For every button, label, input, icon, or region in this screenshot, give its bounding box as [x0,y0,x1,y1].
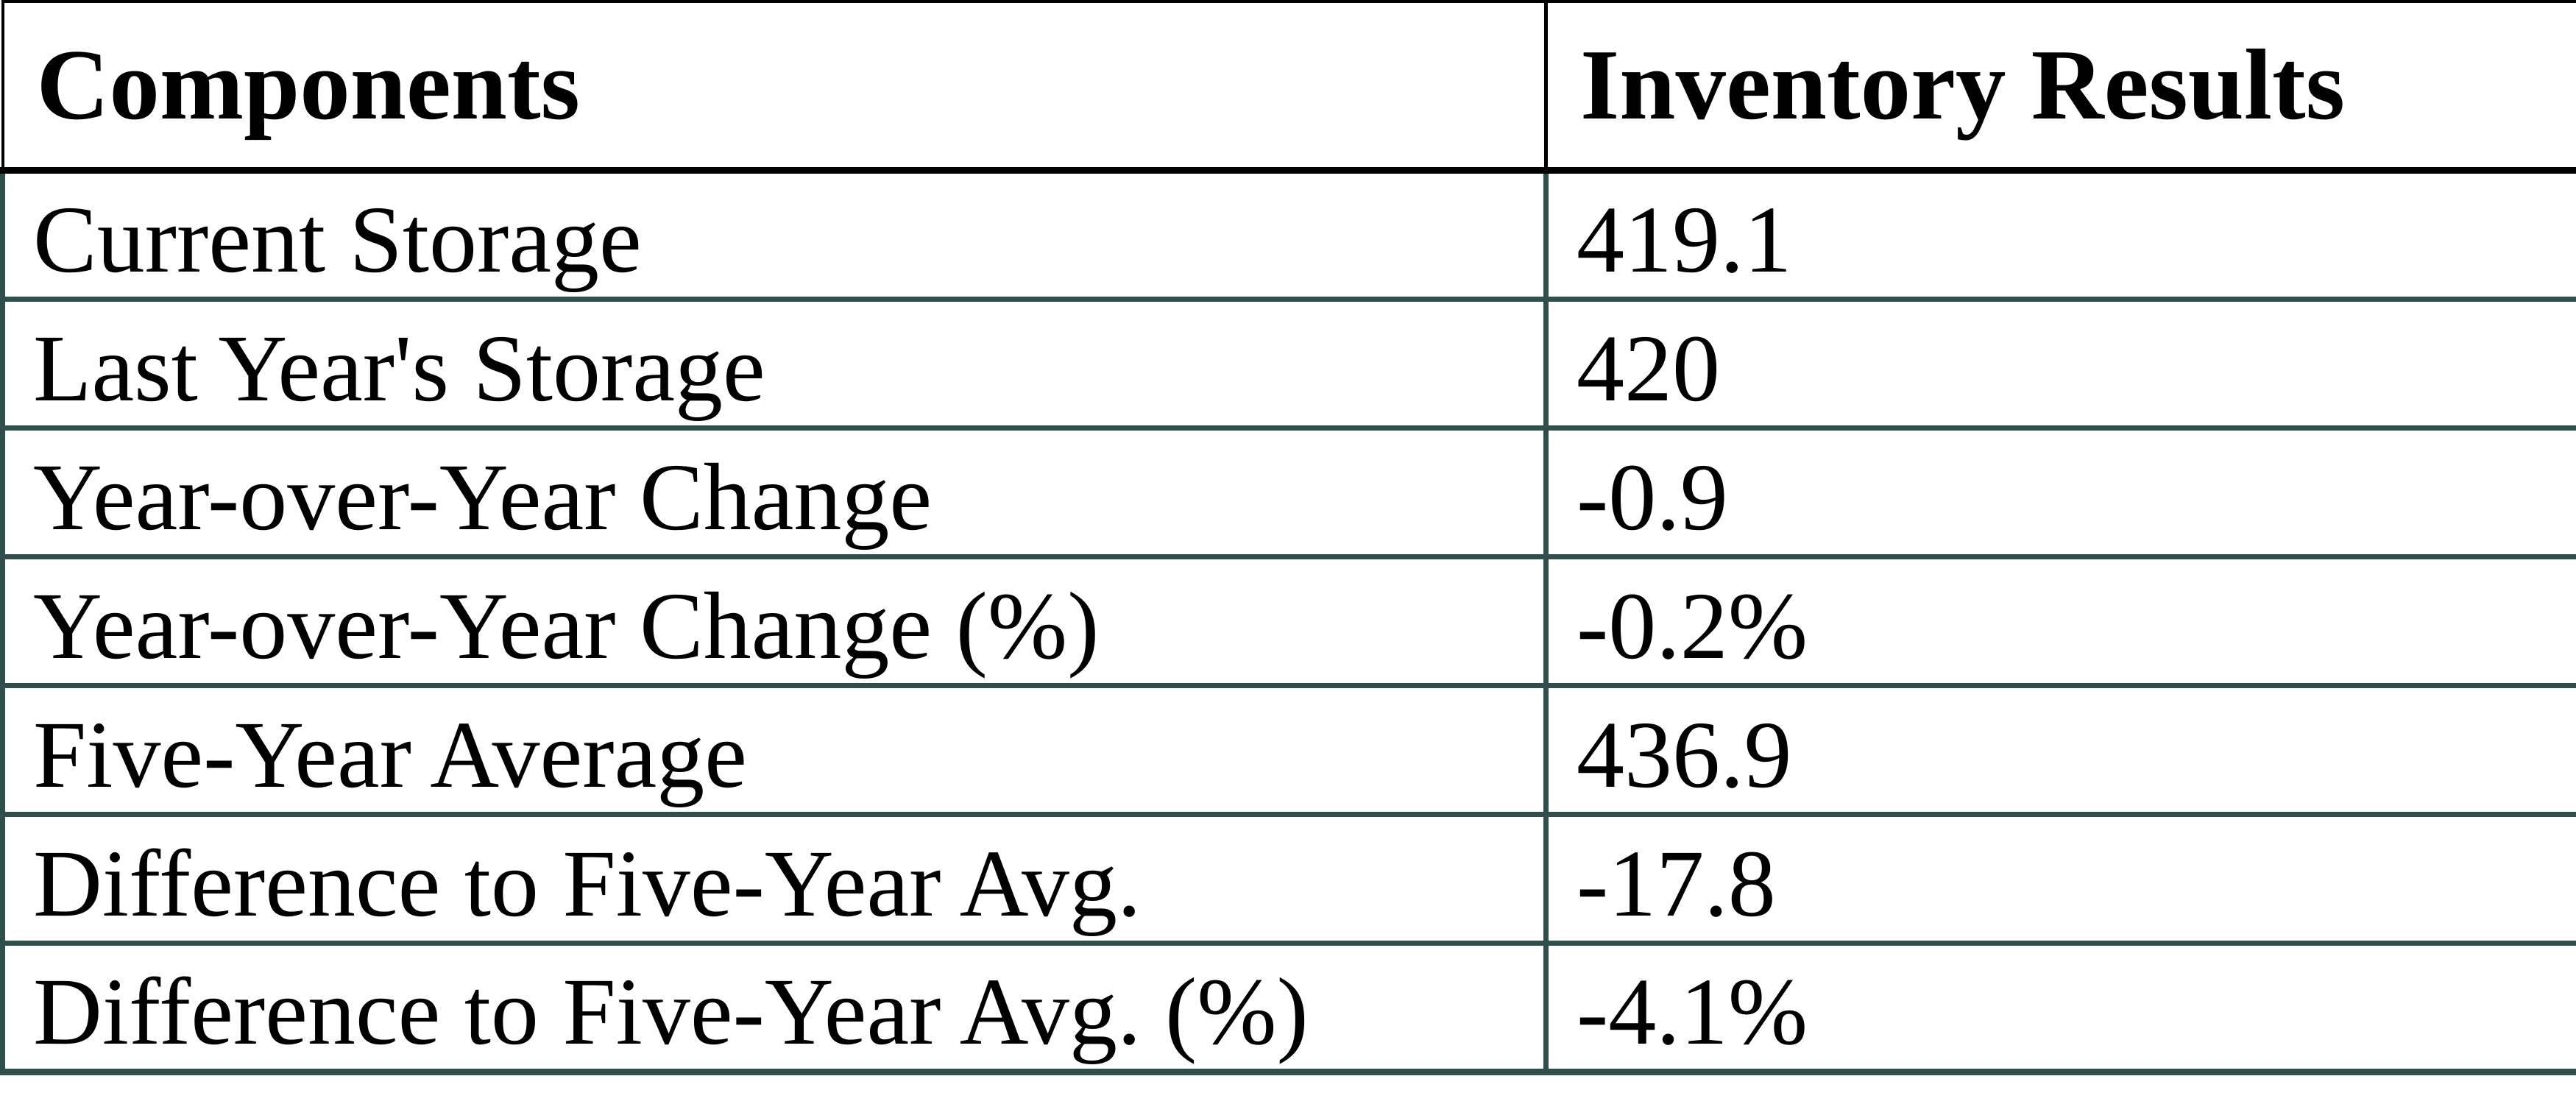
inventory-table: Components Inventory Results Current Sto… [0,0,2576,1075]
row-label-yoy-change: Year-over-Year Change [0,425,1549,559]
column-header-components: Components [1,0,1548,174]
table-row: Current Storage 419.1 [0,167,2576,302]
table-row: Year-over-Year Change (%) -0.2% [0,553,2576,688]
table-row: Year-over-Year Change -0.9 [0,425,2576,559]
row-label-diff-five-year-avg-pct: Difference to Five-Year Avg. (%) [0,940,1549,1075]
row-value-diff-five-year-avg: -17.8 [1543,811,2576,946]
row-value-last-years-storage: 420 [1543,296,2576,431]
row-label-five-year-average: Five-Year Average [0,682,1549,817]
row-value-diff-five-year-avg-pct: -4.1% [1543,940,2576,1075]
table-row: Last Year's Storage 420 [0,296,2576,431]
table-row: Difference to Five-Year Avg. -17.8 [0,811,2576,946]
row-value-yoy-change-pct: -0.2% [1543,553,2576,688]
row-value-five-year-average: 436.9 [1543,682,2576,817]
table-row: Difference to Five-Year Avg. (%) -4.1% [0,940,2576,1075]
row-label-current-storage: Current Storage [0,167,1549,302]
column-header-inventory-results: Inventory Results [1544,0,2576,174]
row-label-last-years-storage: Last Year's Storage [0,296,1549,431]
table-header-row: Components Inventory Results [1,0,2576,174]
row-label-diff-five-year-avg: Difference to Five-Year Avg. [0,811,1549,946]
table-row: Five-Year Average 436.9 [0,682,2576,817]
row-label-yoy-change-pct: Year-over-Year Change (%) [0,553,1549,688]
row-value-yoy-change: -0.9 [1543,425,2576,559]
row-value-current-storage: 419.1 [1543,167,2576,302]
